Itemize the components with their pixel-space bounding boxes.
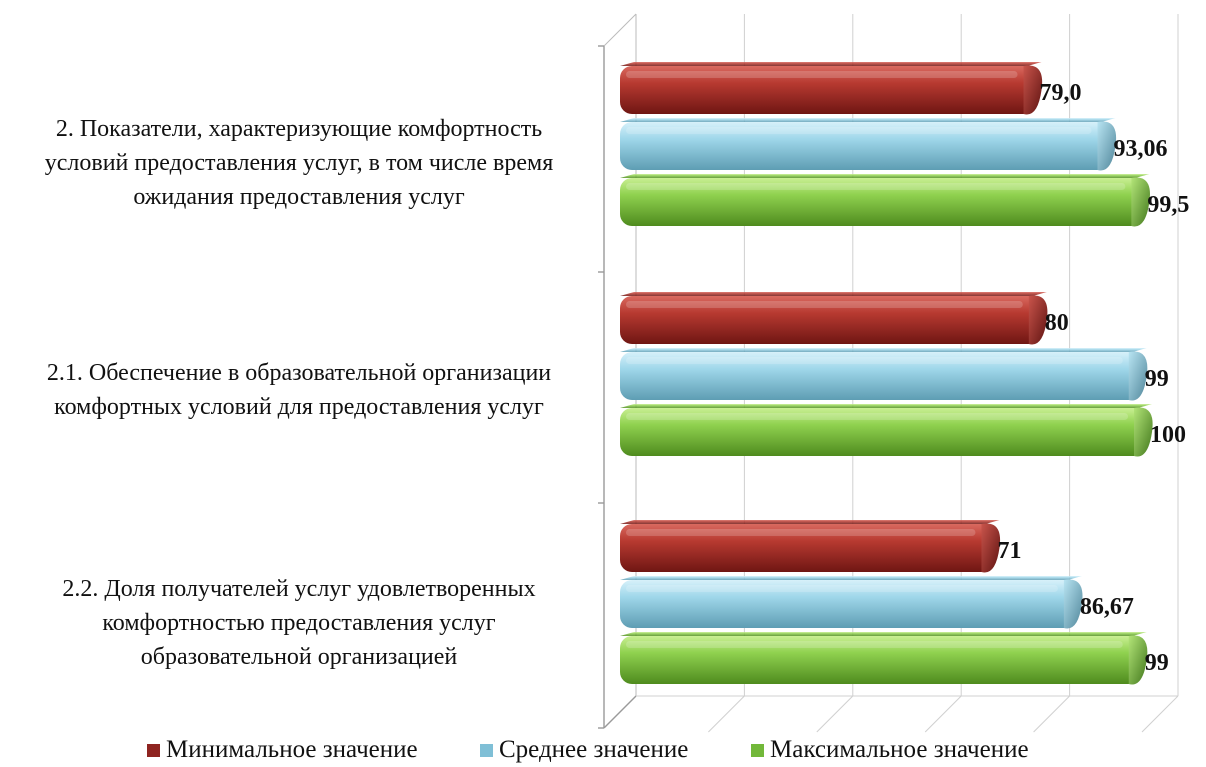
bar-top-face (620, 174, 1150, 178)
gridline-foot (708, 695, 745, 733)
legend-label-avg: Среднее значение (499, 736, 689, 763)
bar-body (620, 296, 1041, 344)
data-label-avg-1: 93,06 (1113, 136, 1167, 162)
bar-end-cap (1097, 121, 1117, 171)
legend-swatch-max (751, 743, 764, 757)
bar-end-cap (1128, 351, 1148, 401)
bar-body (620, 66, 1036, 114)
bar-highlight (626, 183, 1126, 190)
bar-end-cap (1128, 635, 1148, 685)
legend-label-max: Максимальное значение (770, 736, 1029, 763)
bar-min-3 (620, 520, 1001, 573)
bar-highlight (626, 413, 1128, 420)
data-label-min-1: 79,0 (1040, 80, 1082, 106)
gridline-foot (1141, 695, 1179, 733)
data-label-max-3: 99 (1145, 650, 1169, 676)
bar-body (620, 178, 1144, 226)
bar-body (620, 636, 1141, 684)
bar-max-3 (620, 632, 1148, 685)
data-label-min-2: 80 (1045, 310, 1069, 336)
bar-end-cap (1023, 65, 1043, 115)
bar-top-face (620, 520, 1000, 524)
legend-item-max: Максимальное значение (751, 736, 1029, 764)
bar-body (620, 580, 1076, 628)
bar-min-1 (620, 62, 1043, 115)
category-label-3: 2.2. Доля получателей услуг удовлетворен… (62, 576, 536, 670)
data-label-avg-2: 99 (1145, 366, 1169, 392)
bar-top-face (620, 118, 1116, 122)
bar-highlight (626, 529, 976, 536)
bar-end-cap (1131, 177, 1150, 227)
bar-body (620, 122, 1110, 170)
bar-body (620, 524, 994, 572)
bars (620, 62, 1153, 685)
floor-edge (603, 695, 637, 729)
bar-end-cap (1134, 407, 1153, 457)
bar-end-cap (981, 523, 1001, 573)
bar-highlight (626, 71, 1018, 78)
legend-swatch-avg (480, 743, 493, 757)
legend-label-min: Минимальное значение (166, 736, 418, 763)
category-label-1: 2. Показатели, характеризующие комфортно… (44, 116, 554, 210)
legend: Минимальное значение Среднее значение Ма… (0, 736, 1206, 767)
legend-swatch-min (147, 743, 160, 757)
data-label-max-1: 99,5 (1147, 192, 1189, 218)
bar-top-face (620, 292, 1047, 296)
bar-avg-2 (620, 348, 1148, 401)
bar-max-1 (620, 174, 1150, 227)
bar-avg-1 (620, 118, 1117, 171)
gridline-foot (816, 695, 854, 733)
bar-chart: 79,0 93,06 99,5 80 99 100 71 86,67 99 (598, 13, 1189, 733)
bar-top-face (620, 62, 1042, 66)
bar-highlight (626, 641, 1123, 648)
category-label-2: 2.1. Обеспечение в образовательной орган… (46, 360, 552, 420)
data-label-avg-3: 86,67 (1080, 594, 1134, 620)
bar-top-face (620, 404, 1152, 408)
bar-top-face (620, 576, 1082, 580)
bar-top-face (620, 632, 1147, 636)
bar-avg-3 (620, 576, 1083, 629)
bar-highlight (626, 585, 1058, 592)
bar-end-cap (1063, 579, 1083, 629)
data-labels: 79,0 93,06 99,5 80 99 100 71 86,67 99 (997, 80, 1189, 676)
bar-max-2 (620, 404, 1153, 457)
bar-highlight (626, 357, 1123, 364)
bar-body (620, 408, 1146, 456)
legend-item-avg: Среднее значение (480, 736, 688, 764)
bar-highlight (626, 127, 1092, 134)
data-label-max-2: 100 (1150, 422, 1186, 448)
gridline-foot (924, 695, 962, 733)
bar-min-2 (620, 292, 1048, 345)
data-label-min-3: 71 (997, 538, 1021, 564)
legend-item-min: Минимальное значение (147, 736, 418, 764)
bar-end-cap (1028, 295, 1048, 345)
axis-top-edge (603, 13, 637, 47)
gridline-foot (1033, 695, 1070, 733)
bar-body (620, 352, 1141, 400)
bar-highlight (626, 301, 1023, 308)
bar-top-face (620, 348, 1147, 352)
